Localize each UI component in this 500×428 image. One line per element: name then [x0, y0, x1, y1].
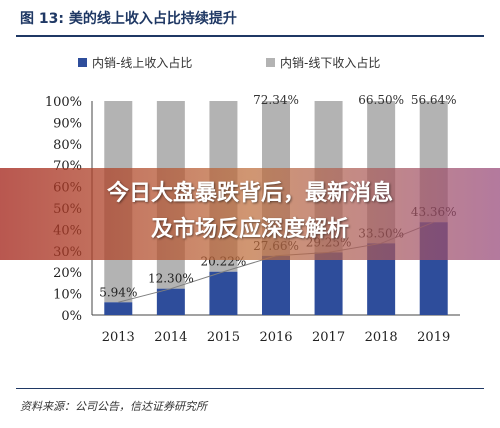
- overlay-banner: [0, 168, 500, 260]
- y-tick-label: 0%: [61, 309, 82, 324]
- x-tick-label-2019: 2019: [417, 330, 450, 345]
- bar-online-2017: [314, 252, 343, 315]
- y-tick-label: 80%: [53, 138, 82, 153]
- x-tick-label-2014: 2014: [154, 330, 187, 345]
- y-tick-label: 20%: [53, 266, 82, 281]
- x-tick-label-2016: 2016: [259, 330, 292, 345]
- x-tick-label-2017: 2017: [312, 330, 345, 345]
- bar-online-2014: [156, 288, 185, 315]
- data-label-offline-2018: 66.50%: [358, 93, 404, 107]
- overlay-line-1: 今日大盘暴跌背后，最新消息: [106, 181, 393, 206]
- legend-swatch-2: [266, 58, 275, 67]
- data-label-offline-2019: 56.64%: [411, 93, 457, 107]
- bar-online-2016: [262, 255, 290, 315]
- data-label-online-2014: 12.30%: [148, 272, 194, 286]
- source-note: 资料来源：公司公告，信达证券研究所: [20, 400, 207, 413]
- title-rule: [16, 35, 484, 37]
- bar-online-2013: [104, 302, 133, 315]
- y-tick-label: 100%: [45, 95, 82, 110]
- bar-online-2015: [209, 271, 238, 315]
- y-tick-label: 10%: [53, 288, 82, 303]
- data-label-offline-2016: 72.34%: [253, 93, 299, 107]
- overlay-line-2: 及市场反应深度解析: [150, 217, 349, 242]
- x-tick-label-2015: 2015: [207, 330, 240, 345]
- y-tick-label: 90%: [53, 116, 82, 131]
- x-tick-label-2018: 2018: [365, 330, 398, 345]
- source-rule: [16, 388, 484, 389]
- legend-label-2: 内销-线下收入占比: [280, 55, 380, 70]
- x-tick-label-2013: 2013: [102, 330, 135, 345]
- legend-swatch-1: [78, 58, 87, 67]
- legend-label-1: 内销-线上收入占比: [92, 55, 192, 70]
- figure-title: 图 13: 美的线上收入占比持续提升: [20, 11, 237, 27]
- overlay-headline: 今日大盘暴跌背后，最新消息 及市场反应深度解析: [0, 176, 500, 248]
- data-label-online-2013: 5.94%: [99, 285, 137, 299]
